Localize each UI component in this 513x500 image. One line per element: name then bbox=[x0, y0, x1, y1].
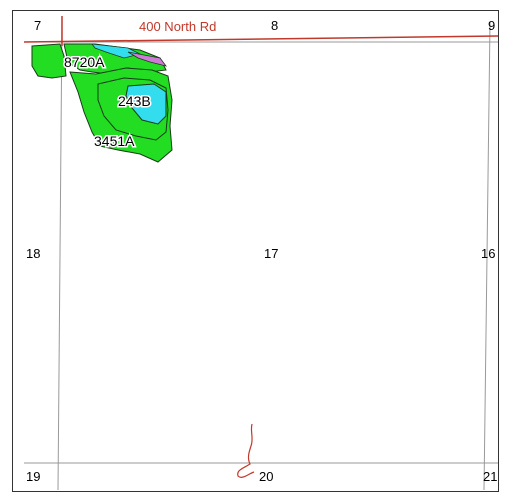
stream-line bbox=[237, 423, 255, 478]
section-label-8: 8 bbox=[271, 18, 278, 33]
section-line-right bbox=[483, 21, 491, 491]
section-label-17: 17 bbox=[264, 246, 278, 261]
road-400-north bbox=[23, 16, 499, 46]
section-labels: 7 8 9 18 17 16 19 20 21 bbox=[26, 18, 497, 484]
soil-polygon-cyan-strip[interactable] bbox=[91, 43, 142, 59]
soil-label-3451a: 3451A bbox=[94, 133, 135, 149]
section-lines bbox=[24, 17, 498, 491]
soil-labels: 8720A 243B 3451A bbox=[63, 53, 153, 151]
soil-polygons[interactable] bbox=[31, 43, 173, 163]
section-label-21: 21 bbox=[483, 469, 497, 484]
section-label-18: 18 bbox=[26, 246, 40, 261]
soil-label-243b: 243B bbox=[118, 93, 151, 109]
section-label-7: 7 bbox=[34, 18, 41, 33]
road-label: 400 North Rd bbox=[139, 19, 216, 34]
section-label-16: 16 bbox=[481, 246, 495, 261]
soil-polygon-purple-strip[interactable] bbox=[127, 51, 167, 67]
soil-polygon-8720a-west[interactable] bbox=[31, 43, 67, 79]
section-line-left bbox=[57, 17, 63, 491]
section-label-19: 19 bbox=[26, 469, 40, 484]
section-label-20: 20 bbox=[259, 469, 273, 484]
soil-polygon-243b[interactable] bbox=[125, 83, 167, 125]
soil-label-8720a: 8720A bbox=[64, 54, 105, 70]
section-label-9: 9 bbox=[488, 18, 495, 33]
